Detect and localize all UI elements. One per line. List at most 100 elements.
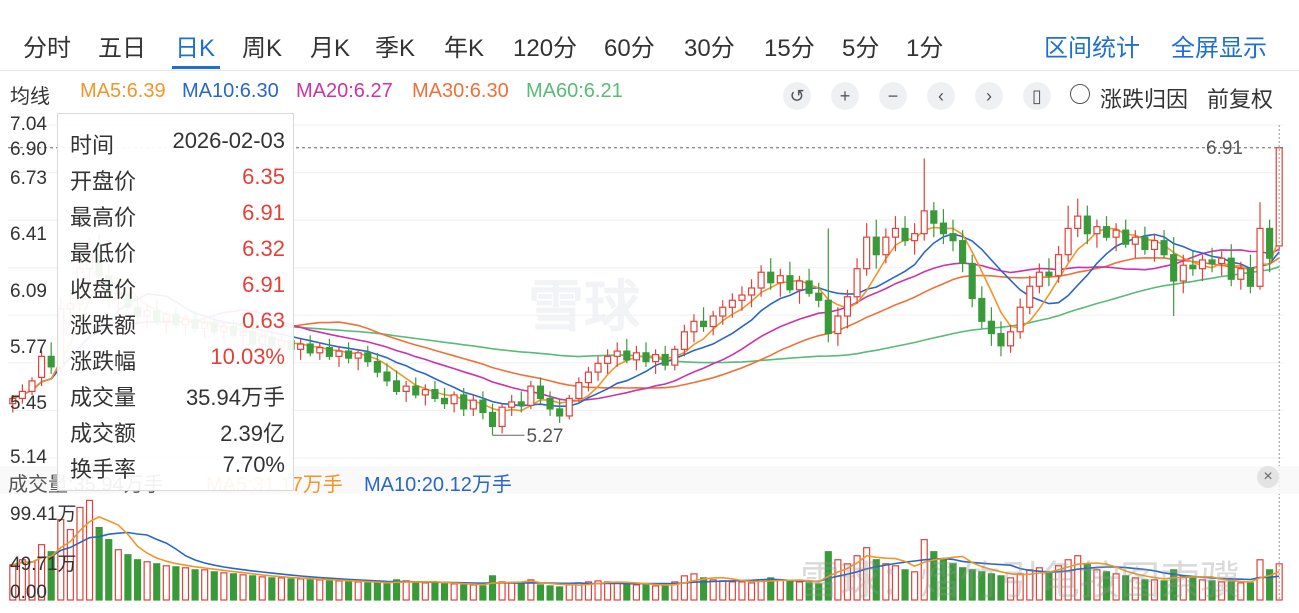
- volume-bar: [987, 573, 995, 601]
- volume-bar: [613, 582, 621, 601]
- volume-bar: [623, 583, 631, 601]
- tooltip-key: 换手率: [70, 457, 137, 482]
- tab-monthly-k[interactable]: 月K: [310, 35, 351, 62]
- volume-bar: [815, 583, 823, 601]
- tooltip-value: 7.70%: [222, 452, 285, 477]
- candle-body: [901, 227, 909, 242]
- volume-bar: [469, 584, 477, 601]
- reset-icon[interactable]: ↺: [783, 82, 811, 110]
- active-tab-underline: [172, 66, 220, 69]
- volume-bar: [901, 569, 909, 601]
- volume-bar: [757, 579, 765, 601]
- tab-daily-k[interactable]: 日K: [175, 35, 216, 62]
- reason-checkbox[interactable]: [1070, 84, 1090, 104]
- candle-body: [9, 397, 17, 405]
- volume-bar: [229, 573, 238, 601]
- volume-bar: [1131, 577, 1139, 601]
- candle-body: [546, 397, 554, 410]
- candle-body: [1246, 268, 1254, 287]
- candle-body: [843, 296, 852, 317]
- fullscreen-link[interactable]: 全屏显示: [1171, 35, 1267, 62]
- candle-body: [1035, 271, 1043, 287]
- zoom-in-icon[interactable]: +: [831, 82, 859, 110]
- volume-bar: [460, 584, 468, 601]
- volume-bar: [316, 579, 324, 601]
- candle-body: [997, 332, 1005, 347]
- volume-bar: [728, 581, 736, 601]
- volume-bar: [1150, 579, 1159, 601]
- tab-quarterly-k[interactable]: 季K: [375, 35, 416, 62]
- volume-bar: [920, 539, 928, 601]
- tab-60min[interactable]: 60分: [604, 35, 655, 62]
- volume-bar: [930, 551, 938, 601]
- tab-30min[interactable]: 30分: [684, 35, 735, 62]
- volume-bar: [335, 580, 343, 601]
- reason-label[interactable]: 涨跌归因: [1100, 87, 1189, 112]
- candle-type-icon[interactable]: ▯: [1023, 82, 1051, 110]
- tooltip-value: 6.35: [242, 164, 285, 189]
- candle-body: [642, 352, 650, 363]
- volume-bar: [412, 581, 420, 601]
- volume-bar: [258, 576, 266, 601]
- volume-bar: [786, 580, 794, 601]
- candle-body: [1083, 215, 1091, 235]
- volume-bar: [162, 565, 170, 601]
- prev-icon[interactable]: ‹: [927, 82, 955, 110]
- volume-bar: [1006, 577, 1015, 601]
- price-axis-label: 5.45: [10, 392, 47, 414]
- volume-bar: [1054, 565, 1063, 601]
- candle-body: [565, 397, 573, 417]
- candle-body: [728, 299, 736, 308]
- volume-bar: [527, 579, 535, 601]
- candle-body: [316, 346, 324, 354]
- candle-body: [632, 352, 640, 361]
- candle-body: [757, 271, 765, 289]
- volume-bar: [38, 544, 46, 601]
- candle-body: [872, 236, 880, 256]
- volume-bar: [421, 582, 429, 601]
- candle-body: [1227, 257, 1235, 280]
- tab-5min[interactable]: 5分: [842, 35, 880, 62]
- candle-body: [604, 355, 612, 364]
- volume-bar: [1227, 581, 1235, 601]
- ma10-value: MA10:6.30: [182, 80, 279, 102]
- tooltip-key: 最低价: [70, 241, 137, 266]
- volume-bar: [1189, 577, 1197, 601]
- candle-body: [853, 268, 861, 298]
- volume-axis-label: 49.71万: [10, 554, 77, 575]
- candle-body: [1122, 229, 1130, 245]
- tooltip-key: 成交量: [70, 385, 137, 410]
- candle-body: [556, 408, 564, 417]
- volume-bar: [95, 526, 103, 601]
- tab-15min[interactable]: 15分: [764, 35, 815, 62]
- candle-body: [402, 385, 410, 393]
- candle-body: [354, 352, 362, 359]
- tab-weekly-k[interactable]: 周K: [242, 35, 283, 62]
- volume-bar: [85, 499, 94, 601]
- volume-bar: [891, 565, 900, 601]
- volume-close-icon[interactable]: ×: [1257, 466, 1279, 488]
- candle-body: [488, 411, 497, 428]
- tab-yearly-k[interactable]: 年K: [444, 35, 485, 62]
- zoom-out-icon[interactable]: −: [879, 82, 907, 110]
- next-icon[interactable]: ›: [975, 82, 1003, 110]
- tab-1min[interactable]: 1分: [906, 35, 944, 62]
- tab-120min[interactable]: 120分: [513, 35, 578, 62]
- volume-bar: [181, 567, 190, 601]
- adjust-select[interactable]: 前复权: [1207, 87, 1274, 112]
- candle-body: [1198, 259, 1207, 270]
- tooltip-key: 成交额: [70, 421, 137, 446]
- tab-five-day[interactable]: 五日: [98, 35, 146, 62]
- range-stats-link[interactable]: 区间统计: [1044, 35, 1140, 62]
- candle-body: [18, 390, 26, 400]
- volume-bar: [997, 575, 1005, 601]
- candle-body: [882, 236, 890, 256]
- volume-bar: [642, 584, 650, 601]
- candle-body: [891, 227, 900, 238]
- volume-bar: [911, 571, 919, 601]
- volume-bar: [373, 582, 381, 601]
- volume-bar: [1266, 569, 1274, 601]
- ma20-value: MA20:6.27: [296, 80, 393, 102]
- volume-bar: [172, 566, 180, 601]
- tab-intraday[interactable]: 分时: [23, 35, 71, 62]
